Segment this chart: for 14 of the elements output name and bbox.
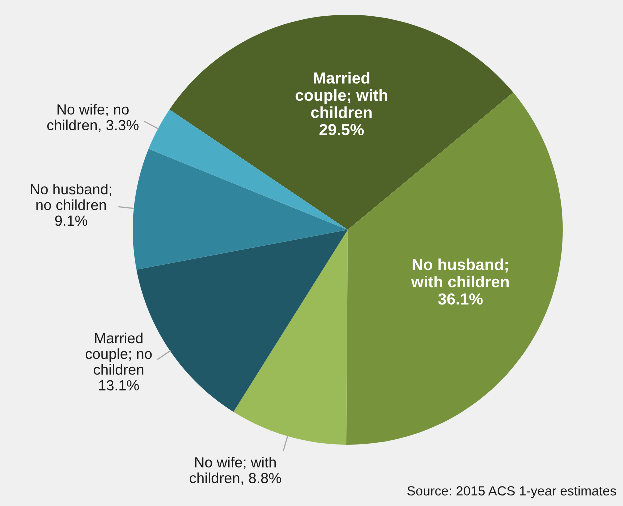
data-label: 29.5% — [320, 124, 364, 136]
pie-slice — [234, 230, 348, 445]
data-label: 36.1% — [438, 294, 483, 305]
data-label: 13.1% — [99, 380, 140, 391]
slice-label: Married couple; no children — [86, 332, 152, 376]
slice-label: No wife; no children, 3.3% — [48, 104, 139, 132]
pie-slice — [133, 149, 348, 270]
pie-slice — [170, 15, 514, 230]
source-note: Source: 2015 ACS 1-year estimates — [408, 486, 616, 498]
slice-label: No husband; no children — [31, 184, 112, 210]
data-label: 9.1% — [55, 216, 88, 226]
slice-label: No wife; with children, 8.8% — [190, 457, 282, 486]
slice-label: No husband; with children — [411, 258, 509, 288]
slice-label: Married couple; with children — [296, 72, 388, 118]
